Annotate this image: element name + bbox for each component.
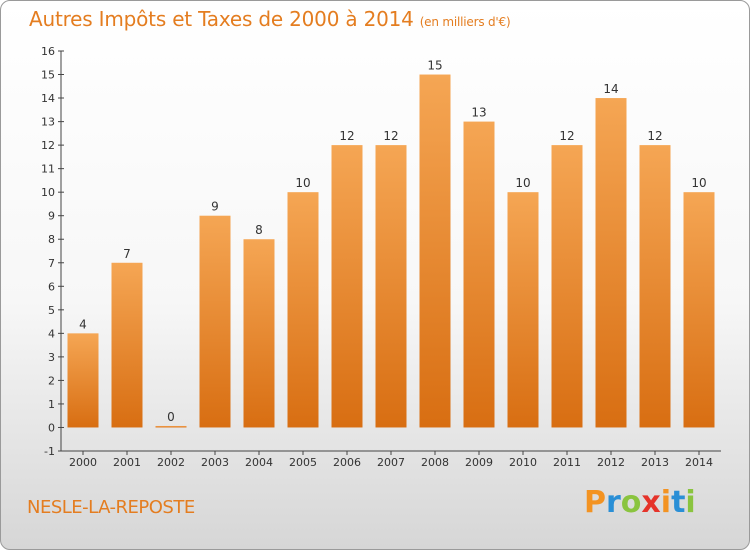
data-label: 14 <box>603 82 618 96</box>
bar <box>463 121 495 428</box>
proxiti-logo: Proxiti <box>584 485 696 520</box>
logo-letter: r <box>606 485 621 520</box>
x-tick-label: 2012 <box>597 456 625 469</box>
x-tick-label: 2013 <box>641 456 669 469</box>
data-label: 12 <box>339 129 354 143</box>
x-tick-label: 2003 <box>201 456 229 469</box>
bar <box>551 145 583 428</box>
x-tick-label: 2002 <box>157 456 185 469</box>
x-tick-label: 2001 <box>113 456 141 469</box>
data-label: 8 <box>255 223 263 237</box>
bar <box>287 192 319 428</box>
data-label: 13 <box>471 106 486 120</box>
data-label: 4 <box>79 317 87 331</box>
logo-letter: i <box>685 485 696 520</box>
y-tick-label: 3 <box>48 351 55 364</box>
y-tick-label: 10 <box>41 186 55 199</box>
y-tick-label: -1 <box>44 445 55 458</box>
data-label: 12 <box>647 129 662 143</box>
data-label: 12 <box>559 129 574 143</box>
bar <box>67 333 99 428</box>
y-tick-label: 15 <box>41 69 55 82</box>
y-tick-label: 6 <box>48 280 55 293</box>
logo-letter: i <box>660 485 672 520</box>
x-tick-label: 2011 <box>553 456 581 469</box>
bar <box>683 192 715 428</box>
logo-letter: P <box>584 485 606 520</box>
data-label: 0 <box>167 410 175 424</box>
bar <box>375 145 407 428</box>
y-tick-label: 13 <box>41 116 55 129</box>
x-tick-label: 2006 <box>333 456 361 469</box>
x-tick-label: 2010 <box>509 456 537 469</box>
x-tick-label: 2000 <box>69 456 97 469</box>
bar <box>243 239 275 428</box>
y-tick-label: 16 <box>41 45 55 58</box>
y-tick-label: 4 <box>48 327 55 340</box>
y-tick-label: 1 <box>48 398 55 411</box>
unit-note: (en milliers d'€) <box>419 15 511 29</box>
bar <box>155 425 187 428</box>
logo-letter: o <box>620 485 642 520</box>
y-tick-label: 0 <box>48 421 55 434</box>
x-tick-label: 2014 <box>685 456 713 469</box>
x-tick-label: 2008 <box>421 456 449 469</box>
y-tick-label: 7 <box>48 257 55 270</box>
x-tick-label: 2005 <box>289 456 317 469</box>
logo-letter: t <box>671 485 686 520</box>
logo-letter: x <box>641 485 661 520</box>
data-label: 9 <box>211 200 219 214</box>
y-tick-label: 5 <box>48 304 55 317</box>
bar <box>595 98 627 428</box>
data-label: 12 <box>383 129 398 143</box>
y-tick-label: 11 <box>41 163 55 176</box>
x-tick-label: 2009 <box>465 456 493 469</box>
data-label: 10 <box>515 176 530 190</box>
bar <box>111 262 143 428</box>
y-tick-label: 9 <box>48 210 55 223</box>
data-label: 15 <box>427 59 442 73</box>
bar <box>419 74 451 428</box>
bar <box>331 145 363 428</box>
data-label: 7 <box>123 247 131 261</box>
title-text: Autres Impôts et Taxes de 2000 à 2014 <box>29 7 414 31</box>
y-tick-label: 14 <box>41 92 55 105</box>
chart-title: Autres Impôts et Taxes de 2000 à 2014 (en… <box>29 7 511 31</box>
data-label: 10 <box>295 176 310 190</box>
x-tick-label: 2004 <box>245 456 273 469</box>
y-tick-label: 12 <box>41 139 55 152</box>
y-tick-label: 2 <box>48 374 55 387</box>
bar <box>199 215 231 428</box>
x-tick-label: 2007 <box>377 456 405 469</box>
commune-name: NESLE-LA-REPOSTE <box>27 497 195 518</box>
bar <box>639 145 671 428</box>
bar <box>507 192 539 428</box>
data-label: 10 <box>691 176 706 190</box>
y-tick-label: 8 <box>48 233 55 246</box>
